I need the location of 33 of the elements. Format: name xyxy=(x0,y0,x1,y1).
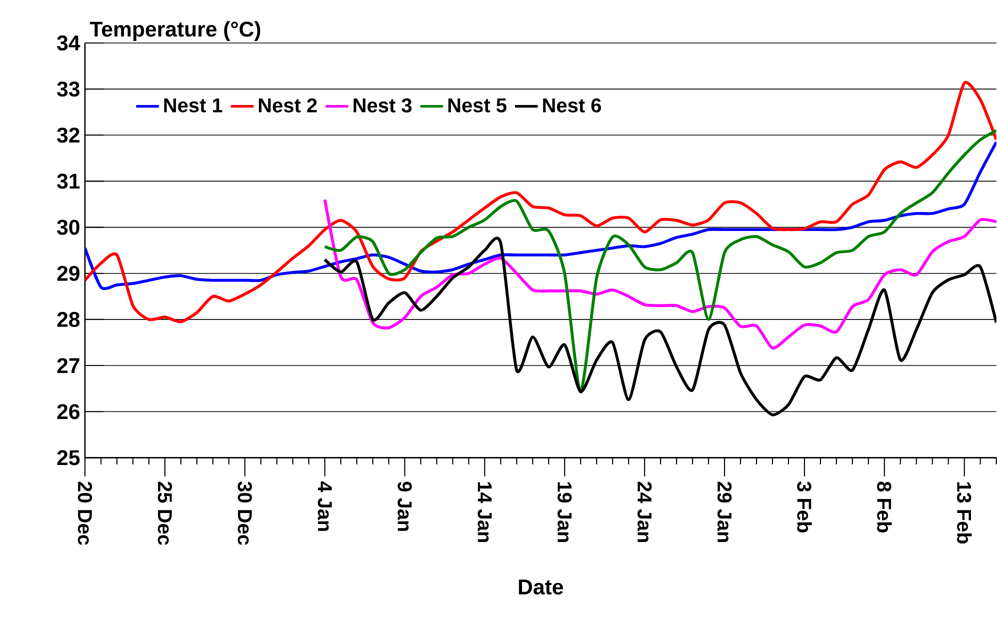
x-tick-label: 14 Jan xyxy=(478,482,492,542)
y-tick-label: 29 xyxy=(57,266,80,282)
x-axis-title: Date xyxy=(518,580,564,595)
x-tick-label: 29 Jan xyxy=(717,482,732,542)
legend-label: Nest 1 xyxy=(164,98,222,113)
y-tick-label: 27 xyxy=(57,358,80,374)
x-tick-label: 9 Jan xyxy=(398,482,412,532)
legend-label: Nest 2 xyxy=(258,98,317,113)
x-tick-label: 3 Feb xyxy=(797,482,812,533)
line-series xyxy=(323,129,996,393)
y-tick-label: 34 xyxy=(57,36,80,51)
x-tick-label: 25 Dec xyxy=(158,482,172,546)
y-axis-title: Temperature (°C) xyxy=(90,21,260,42)
line-series xyxy=(84,82,996,324)
y-tick-label: 26 xyxy=(57,404,80,420)
line-series xyxy=(323,198,996,350)
x-tick-label: 24 Jan xyxy=(638,482,652,542)
x-tick-label: 13 Feb xyxy=(957,482,972,544)
y-tick-label: 25 xyxy=(57,450,80,466)
y-tick-label: 31 xyxy=(57,174,80,189)
x-tick-label: 30 Dec xyxy=(238,482,252,546)
x-tick-label: 19 Jan xyxy=(558,482,572,542)
y-tick-label: 30 xyxy=(57,220,80,236)
x-tick-label: 4 Jan xyxy=(318,482,332,532)
y-tick-label: 28 xyxy=(57,312,80,328)
legend-label: Nest 5 xyxy=(448,98,506,113)
line-series xyxy=(84,140,996,289)
legend-label: Nest 3 xyxy=(354,98,412,113)
x-tick-label: 20 Dec xyxy=(78,482,92,546)
y-tick-label: 32 xyxy=(57,128,80,143)
legend-label: Nest 6 xyxy=(543,98,602,113)
x-tick-label: 8 Feb xyxy=(877,482,892,533)
y-tick-label: 33 xyxy=(57,82,80,97)
